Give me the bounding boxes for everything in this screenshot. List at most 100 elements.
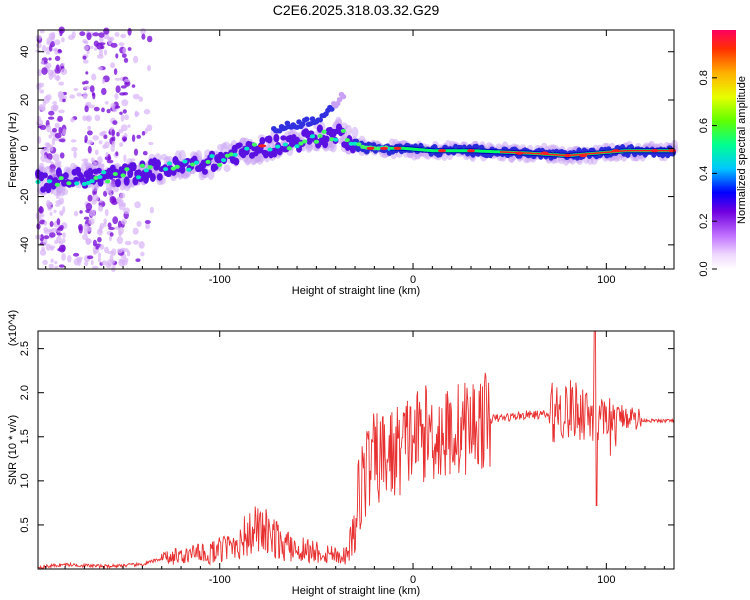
track-core [228, 152, 234, 157]
noise-blob [45, 94, 52, 101]
track-halo [61, 188, 69, 196]
peak-blob [393, 146, 402, 150]
noise-blob [92, 32, 100, 37]
noise-blob [69, 94, 75, 99]
noise-blob [117, 220, 122, 229]
noise-blob [48, 263, 54, 269]
noise-blob [40, 60, 45, 65]
track-halo [223, 164, 231, 173]
noise-blob [54, 260, 58, 265]
noise-blob [97, 252, 102, 258]
noise-blob [76, 92, 83, 97]
y-tick-label: 40 [19, 46, 31, 58]
noise-blob [50, 72, 57, 78]
track-body [316, 124, 323, 133]
noise-blob [119, 142, 124, 148]
noise-blob [70, 117, 75, 123]
peak-blob [366, 146, 375, 150]
snr-y-ticks: 0.5 1.0 1.5 2.0 2.5 [19, 341, 674, 533]
track-core [170, 166, 176, 171]
noise-blob [111, 135, 116, 142]
track-body [323, 135, 330, 143]
noise-blob [62, 128, 67, 136]
track-core [251, 142, 258, 147]
noise-blob [52, 153, 60, 162]
noise-blob [49, 144, 54, 152]
noise-blob [61, 253, 66, 261]
noise-blob [138, 241, 145, 249]
track-body [262, 150, 269, 159]
noise-blob [101, 107, 105, 113]
track-core [120, 173, 126, 178]
noise-blob [111, 248, 117, 256]
noise-blob [84, 260, 89, 267]
noise-blob [118, 259, 126, 267]
track-halo [44, 166, 52, 175]
noise-blob [49, 232, 56, 238]
noise-blob [148, 141, 154, 146]
noise-blob [36, 119, 44, 127]
noise-blob [136, 134, 141, 139]
noise-blob [101, 163, 105, 168]
branch-blob [317, 117, 324, 123]
noise-blob [116, 131, 120, 137]
noise-blob [103, 49, 108, 56]
noise-blob [127, 124, 131, 128]
noise-blob [89, 45, 94, 50]
track-core [182, 159, 188, 164]
track-core [294, 144, 300, 149]
noise-blob [123, 57, 129, 63]
track-core [74, 181, 80, 186]
noise-blob [39, 249, 47, 256]
noise-blob [122, 47, 127, 54]
noise-blob [97, 237, 102, 243]
noise-blob [136, 220, 142, 227]
noise-blob [47, 153, 53, 161]
noise-blob [127, 27, 132, 36]
colorbar-tick-label: 0.2 [698, 214, 710, 229]
noise-blob [83, 229, 89, 235]
noise-blob [58, 244, 66, 253]
colorbar-tick-label: 0.0 [698, 261, 710, 276]
noise-blob [94, 114, 101, 122]
noise-blob [109, 232, 114, 237]
noise-blob [83, 216, 90, 220]
track-body [202, 168, 208, 175]
noise-blob [147, 65, 151, 72]
noise-blob [85, 202, 93, 211]
noise-blob [82, 55, 87, 60]
noise-blob [123, 154, 127, 163]
snr-x-ticks: -100 0 100 [45, 331, 665, 586]
y-tick-label: 0 [19, 145, 31, 151]
noise-blob [56, 232, 63, 236]
track-halo [344, 124, 352, 136]
noise-blob [59, 152, 65, 159]
noise-blob [76, 258, 83, 263]
track-core [275, 144, 281, 149]
noise-blob [144, 128, 148, 135]
noise-blob [92, 135, 99, 141]
y-tick-label: -20 [19, 189, 31, 205]
track-halo [351, 126, 359, 138]
track-body [87, 167, 94, 178]
noise-blob [58, 91, 65, 100]
noise-blob [86, 140, 94, 145]
noise-blob [46, 37, 52, 44]
noise-blob [54, 239, 59, 245]
noise-blob [103, 218, 107, 225]
track-body [349, 146, 356, 154]
track-core [340, 128, 346, 133]
noise-blob [120, 33, 127, 39]
noise-blob [90, 157, 95, 163]
track-body [73, 176, 80, 183]
noise-blob [104, 246, 109, 254]
noise-blob [149, 206, 154, 214]
carrier-core [499, 149, 674, 157]
noise-blob [54, 55, 61, 62]
colorbar-gradient [712, 30, 736, 269]
noise-blob [39, 30, 45, 34]
noise-blob [59, 225, 64, 230]
track-core [375, 146, 381, 151]
track-body [273, 133, 280, 143]
